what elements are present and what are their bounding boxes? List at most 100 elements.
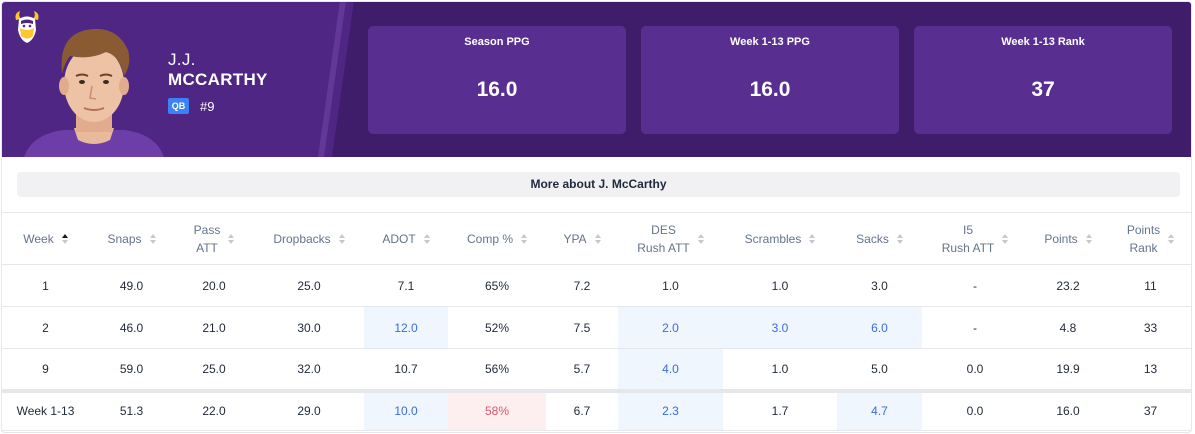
header-line: Pass [193, 222, 221, 237]
header-line: ADOT [382, 231, 416, 246]
header-line: Snaps [107, 231, 142, 246]
table-cell: 7.1 [364, 264, 448, 307]
table-cell: 9 [2, 348, 89, 391]
column-header[interactable]: Sacks [837, 212, 922, 265]
table-cell: 0.0 [922, 348, 1028, 391]
sort-icon[interactable] [697, 233, 704, 244]
column-header[interactable]: ADOT [364, 212, 448, 265]
table-row: 2 46.0 21.0 30.0 12.0 52% 7.5 2.0 3.0 6.0-4.8 33 [2, 306, 1191, 349]
column-header[interactable]: Pass ATT [174, 212, 254, 265]
table-cell: 30.0 [254, 306, 364, 349]
more-about-player-button[interactable]: More about J. McCarthy [17, 172, 1180, 197]
table-cell: 59.0 [89, 348, 174, 391]
table-cell: 23.2 [1028, 264, 1108, 307]
column-header-label: Comp % [467, 230, 513, 248]
table-body: 1 49.0 20.0 25.0 7.1 65% 7.2 1.0 1.0 3.0-23.2 11 2 4… [2, 264, 1191, 431]
header-line: Rush ATT [941, 240, 995, 255]
sort-icon[interactable] [809, 233, 816, 244]
column-header[interactable]: Dropbacks [254, 212, 364, 265]
table-total-row: Week 1-13 51.3 22.0 29.0 10.0 58% 6.7 2.3 1.7 4.7… [2, 388, 1191, 431]
column-header[interactable]: DES Rush ATT [618, 212, 723, 265]
stat-label: Week 1-13 Rank [1001, 36, 1085, 48]
sort-icon[interactable] [228, 233, 235, 244]
table-cell: 20.0 [174, 264, 254, 307]
sort-icon[interactable] [1002, 233, 1009, 244]
table-cell: 5.0 [837, 348, 922, 391]
table-cell: 7.2 [546, 264, 618, 307]
table-cell: 33 [1108, 306, 1191, 349]
sort-icon[interactable] [896, 233, 903, 244]
table-cell: 1 [2, 264, 89, 307]
sort-icon[interactable] [338, 233, 345, 244]
table-cell: Week 1-13 [2, 388, 89, 431]
column-header[interactable]: I5 Rush ATT [922, 212, 1028, 265]
column-header[interactable]: Week [2, 212, 89, 265]
column-header[interactable]: Points [1028, 212, 1108, 265]
sort-icon[interactable] [1168, 233, 1175, 244]
table-cell: 1.0 [618, 264, 723, 307]
weekly-stats-table: Week Snaps Pass ATT Dropbacks ADOT Comp % YPA DE… [2, 212, 1191, 431]
header-line: Week [23, 231, 54, 246]
sort-icon[interactable] [1085, 233, 1092, 244]
table-cell: 11 [1108, 264, 1191, 307]
stat-box-week-ppg: Week 1-13 PPG 16.0 [641, 26, 899, 134]
table-cell: 13 [1108, 348, 1191, 391]
sort-icon[interactable] [423, 233, 430, 244]
column-header-label: DES Rush ATT [637, 221, 689, 257]
header-line: Points [1126, 222, 1161, 237]
table-cell: 25.0 [254, 264, 364, 307]
column-header[interactable]: Scrambles [723, 212, 837, 265]
column-header[interactable]: YPA [546, 212, 618, 265]
table-cell: 22.0 [174, 388, 254, 431]
table-cell: 12.0 [364, 306, 448, 349]
table-cell: 2 [2, 306, 89, 349]
column-header[interactable]: Snaps [89, 212, 174, 265]
table-cell: - [922, 264, 1028, 307]
table-cell: 51.3 [89, 388, 174, 431]
sort-icon[interactable] [521, 233, 527, 244]
sort-icon[interactable] [61, 233, 68, 244]
table-cell: 16.0 [1028, 388, 1108, 431]
table-cell: 3.0 [723, 306, 837, 349]
table-cell: 37 [1108, 388, 1191, 431]
header-line: I5 [962, 222, 973, 237]
table-cell: 46.0 [89, 306, 174, 349]
table-cell: 7.5 [546, 306, 618, 349]
table-cell: 32.0 [254, 348, 364, 391]
table-row: 9 59.0 25.0 32.0 10.7 56% 5.7 4.0 1.0 5.0 0.0 19.9 1… [2, 348, 1191, 391]
player-first-name: J.J. [168, 50, 196, 69]
sort-icon[interactable] [149, 233, 156, 244]
table-cell: 6.0 [837, 306, 922, 349]
position-badge: QB [168, 98, 189, 114]
table-header-row: Week Snaps Pass ATT Dropbacks ADOT Comp % YPA DE… [2, 212, 1191, 265]
column-header-label: Snaps [107, 230, 141, 248]
stat-box-week-rank: Week 1-13 Rank 37 [914, 26, 1172, 134]
sort-icon[interactable] [594, 233, 601, 244]
column-header-label: Week [23, 230, 53, 248]
stat-box-season-ppg: Season PPG 16.0 [368, 26, 626, 134]
table-cell: - [922, 306, 1028, 349]
column-header-label: Pass ATT [194, 221, 221, 257]
stat-value: 16.0 [749, 78, 791, 101]
header-line: DES [651, 222, 676, 237]
table-cell: 4.0 [618, 348, 723, 391]
column-header-label: Points Rank [1127, 221, 1160, 257]
table-cell: 1.7 [723, 388, 837, 431]
column-header-label: YPA [563, 230, 586, 248]
table-cell: 10.0 [364, 388, 448, 431]
table-cell: 52% [448, 306, 546, 349]
table-cell: 58% [448, 388, 546, 431]
table-cell: 49.0 [89, 264, 174, 307]
table-cell: 65% [448, 264, 546, 307]
column-header-label: I5 Rush ATT [942, 221, 994, 257]
table-cell: 10.7 [364, 348, 448, 391]
jersey-number: #9 [200, 99, 215, 114]
column-header[interactable]: Comp % [448, 212, 546, 265]
table-cell: 0.0 [922, 388, 1028, 431]
column-header[interactable]: Points Rank [1108, 212, 1191, 265]
table-cell: 2.0 [618, 306, 723, 349]
table-cell: 29.0 [254, 388, 364, 431]
player-last-name: MCCARTHY [168, 70, 268, 89]
table-cell: 19.9 [1028, 348, 1108, 391]
